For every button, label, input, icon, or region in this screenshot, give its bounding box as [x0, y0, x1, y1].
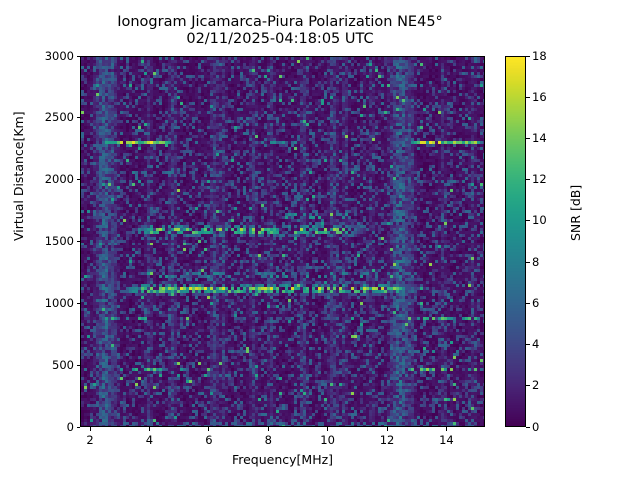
colorbar-tick-label: 16	[532, 89, 547, 104]
x-tick-mark	[89, 427, 91, 431]
y-tick-mark	[76, 302, 80, 304]
y-tick-mark	[76, 117, 80, 119]
colorbar-tick-label: 8	[532, 254, 540, 269]
colorbar-tick-label: 6	[532, 295, 540, 310]
colorbar-tick-label: 10	[532, 213, 547, 228]
x-tick-mark	[267, 427, 269, 431]
x-tick-label: 4	[145, 433, 154, 447]
colorbar-tick-mark	[526, 261, 530, 263]
y-tick-label: 2500	[44, 110, 74, 125]
colorbar-tick-mark	[526, 344, 530, 346]
figure-title: Ionogram Jicamarca-Piura Polarization NE…	[0, 14, 560, 48]
y-tick-label: 1500	[44, 234, 74, 248]
x-tick-mark	[445, 427, 447, 431]
colorbar-tick-label: 14	[532, 130, 547, 145]
colorbar-tick-label: 2	[532, 378, 540, 393]
colorbar-tick-label: 0	[532, 419, 540, 434]
colorbar-tick-mark	[526, 137, 530, 139]
y-tick-mark	[76, 426, 80, 428]
colorbar-gradient	[506, 57, 525, 426]
y-tick-mark	[76, 364, 80, 366]
x-tick-mark	[386, 427, 388, 431]
x-tick-mark	[208, 427, 210, 431]
y-tick-label: 1000	[44, 295, 74, 310]
x-axis-title: Frequency[MHz]	[231, 452, 334, 467]
title-line-1: Ionogram Jicamarca-Piura Polarization NE…	[117, 14, 443, 30]
x-tick-label: 14	[439, 433, 454, 447]
x-tick-label: 2	[86, 433, 94, 447]
x-tick-mark	[327, 427, 329, 431]
x-tick-label: 6	[205, 433, 213, 447]
y-tick-label: 500	[52, 357, 74, 372]
colorbar-tick-label: 12	[532, 172, 547, 187]
colorbar-tick-label: 18	[532, 48, 547, 63]
ionogram-heatmap-canvas	[81, 57, 484, 426]
y-tick-label: 0	[66, 419, 74, 434]
colorbar	[505, 56, 526, 427]
colorbar-tick-mark	[526, 179, 530, 181]
colorbar-tick-label: 4	[532, 337, 540, 352]
x-tick-label: 12	[379, 433, 395, 447]
colorbar-tick-mark	[526, 426, 530, 428]
y-tick-mark	[76, 55, 80, 57]
colorbar-tick-mark	[526, 302, 530, 304]
ionogram-plot-area	[80, 56, 485, 427]
colorbar-tick-mark	[526, 96, 530, 98]
title-line-2: 02/11/2025-04:18:05 UTC	[186, 31, 374, 47]
colorbar-tick-mark	[526, 220, 530, 222]
y-tick-mark	[76, 179, 80, 181]
colorbar-tick-mark	[526, 385, 530, 387]
y-tick-label: 3000	[44, 48, 74, 63]
x-tick-label: 10	[320, 433, 335, 447]
x-tick-mark	[148, 427, 150, 431]
y-tick-label: 2000	[44, 172, 74, 187]
x-tick-label: 8	[264, 433, 272, 447]
colorbar-tick-mark	[526, 55, 530, 57]
y-tick-mark	[76, 241, 80, 242]
